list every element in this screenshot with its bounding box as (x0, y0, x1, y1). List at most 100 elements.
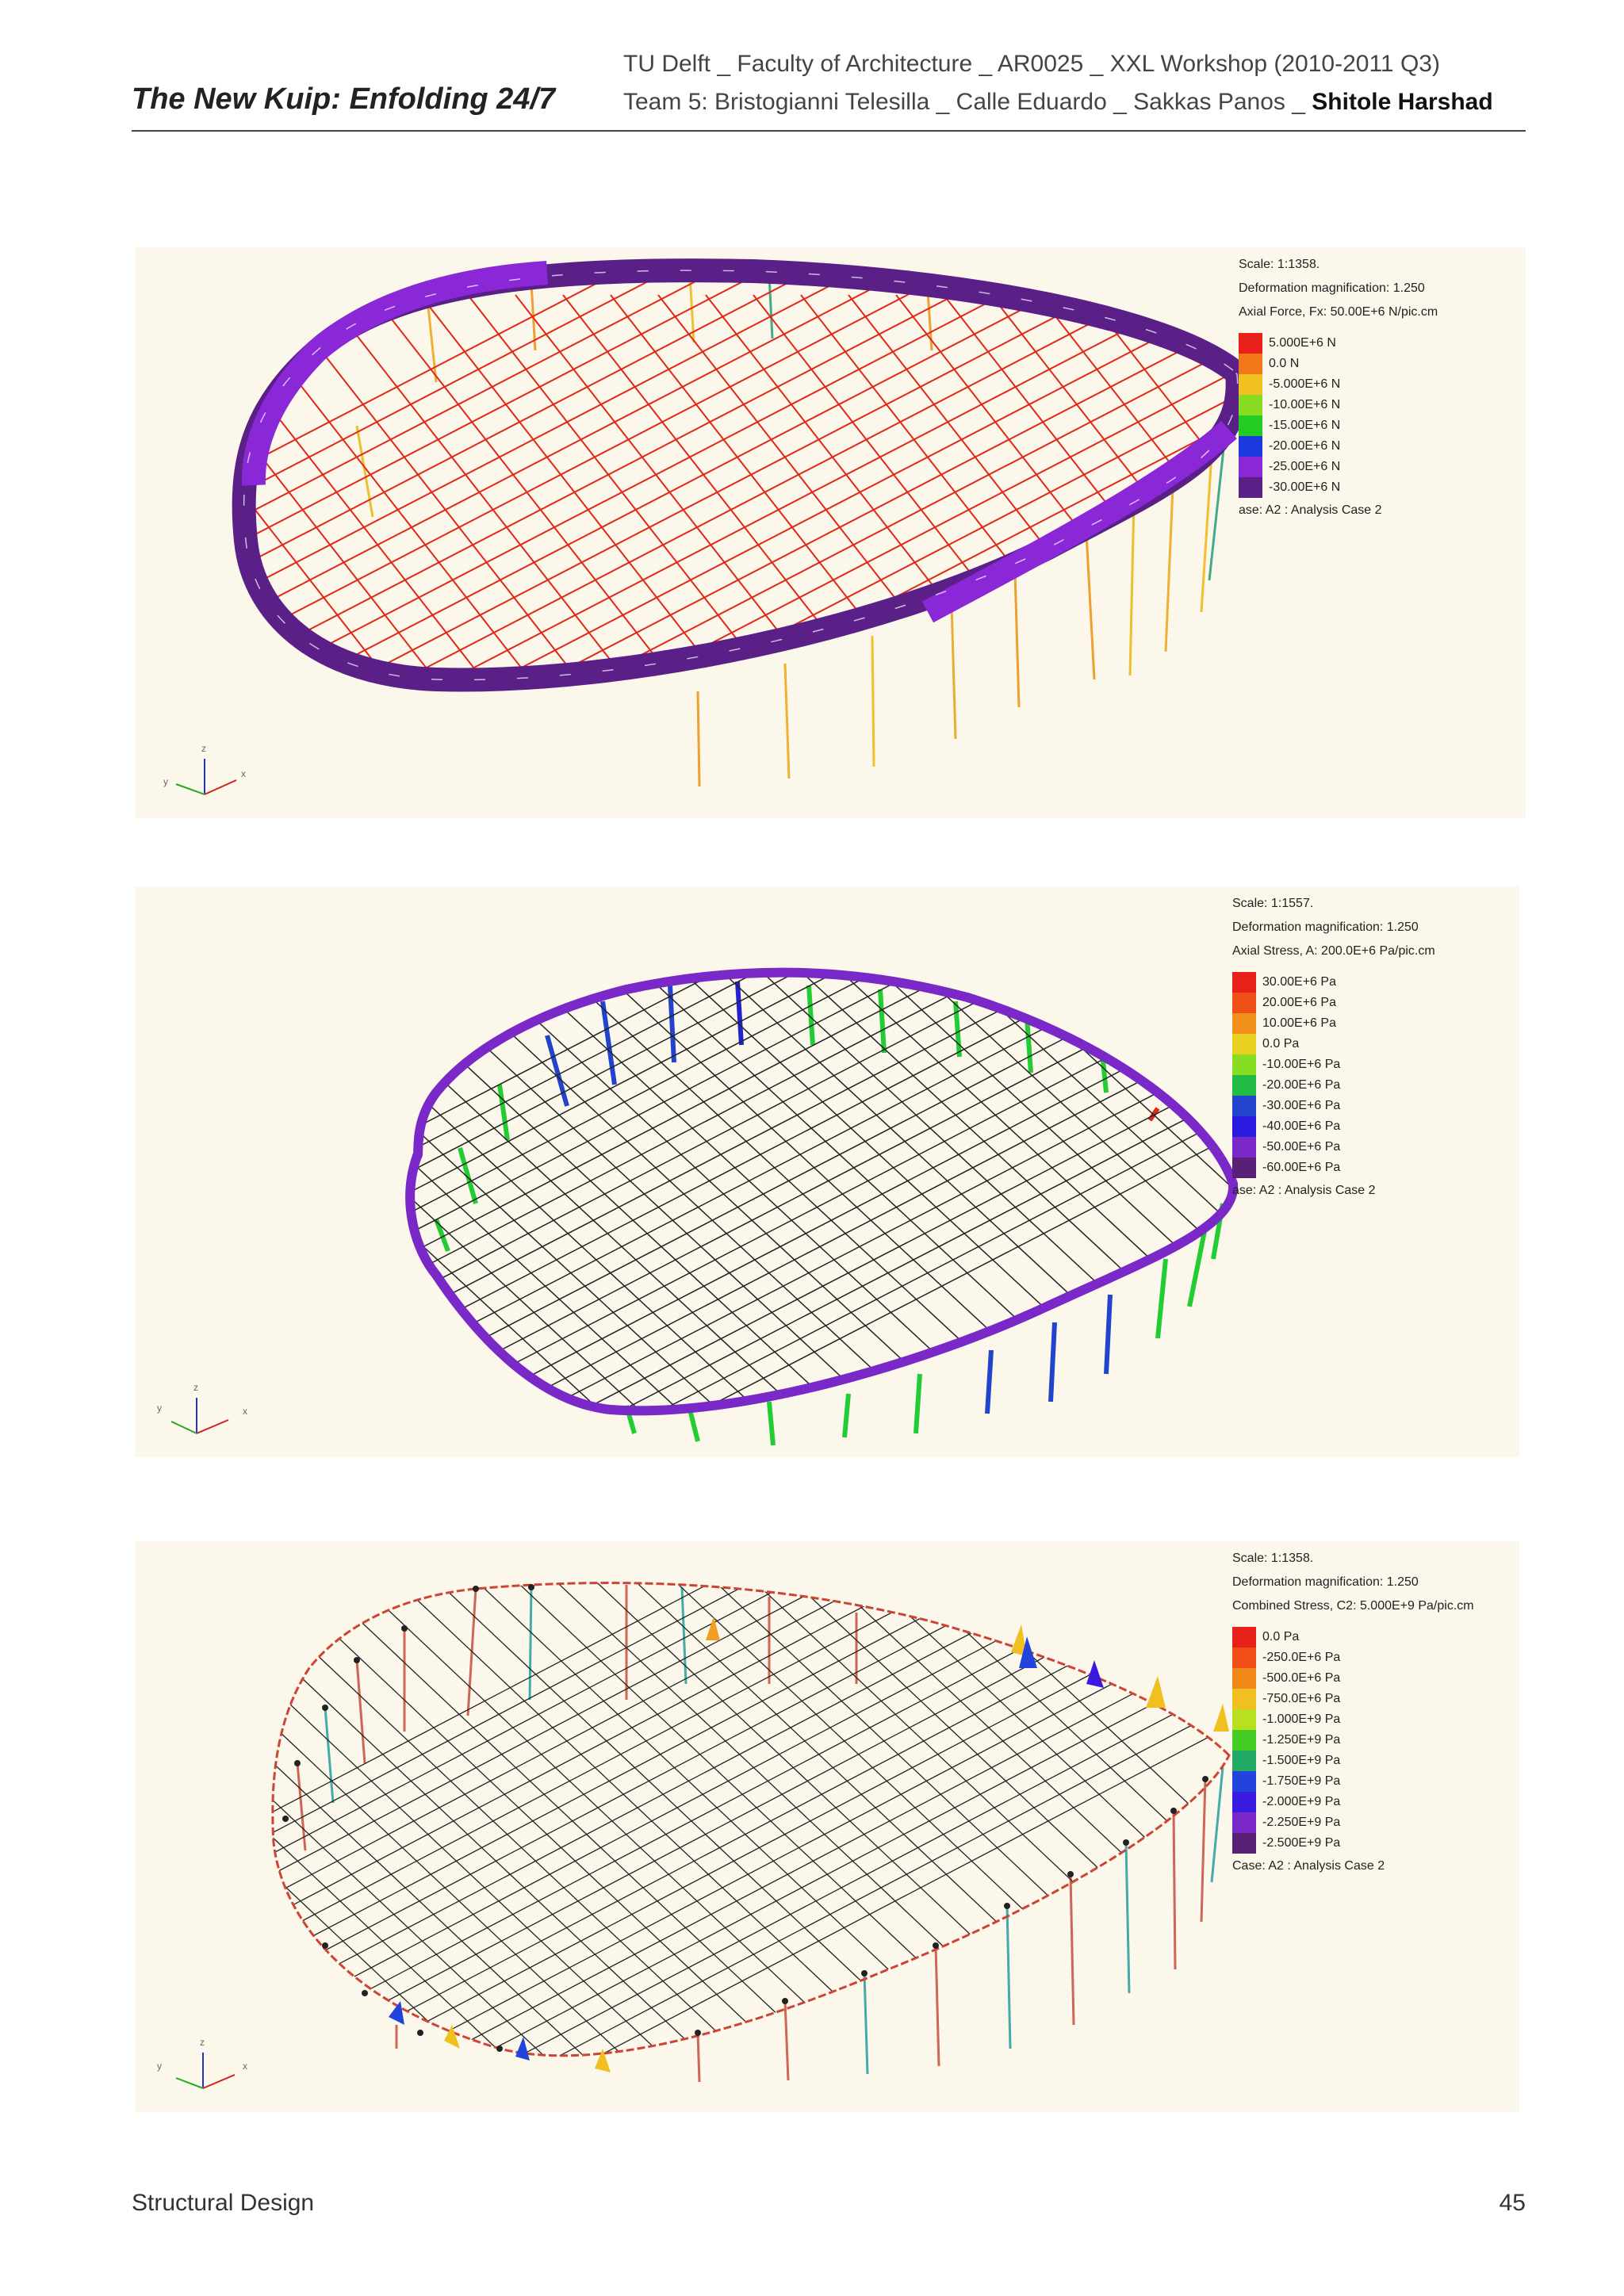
legend-axial-stress: Scale: 1:1557. Deformation magnification… (1232, 897, 1435, 1197)
legend-label: -2.500E+9 Pa (1262, 1836, 1341, 1850)
legend-swatch (1232, 1013, 1256, 1034)
node-markers (282, 1584, 1208, 2064)
legend-scale: Scale: 1:1557. (1232, 897, 1314, 910)
legend-case: Case: A2 : Analysis Case 2 (1232, 1859, 1385, 1873)
legend-entry: -10.00E+6 N (1239, 395, 1438, 415)
legend-entry: -20.00E+6 Pa (1232, 1075, 1435, 1096)
legend-swatch (1232, 1730, 1256, 1751)
legend-label: -25.00E+6 N (1269, 460, 1341, 473)
legend-label: -250.0E+6 Pa (1262, 1651, 1341, 1664)
legend-label: -40.00E+6 Pa (1262, 1119, 1341, 1133)
legend-entry: 30.00E+6 Pa (1232, 972, 1435, 993)
legend-entry: 0.0 Pa (1232, 1034, 1435, 1054)
legend-label: 30.00E+6 Pa (1262, 975, 1336, 989)
legend-swatch (1232, 1096, 1256, 1116)
legend-label: 0.0 N (1269, 357, 1300, 370)
structure-model-render: z x y (157, 1582, 1231, 2089)
legend-entry: -30.00E+6 N (1239, 477, 1438, 498)
legend-label: -20.00E+6 N (1269, 439, 1341, 453)
legend-swatch (1239, 333, 1262, 354)
legend-entry: -60.00E+6 Pa (1232, 1158, 1435, 1178)
legend-quantity: Axial Force, Fx: 50.00E+6 N/pic.cm (1239, 305, 1438, 319)
legend-label: -1.000E+9 Pa (1262, 1712, 1341, 1726)
figure-axial-stress: z x y Scale: 1:1557. Deformation magnifi… (135, 886, 1519, 1457)
legend-swatch (1232, 1116, 1256, 1137)
structure-model-render: z x y (157, 967, 1239, 1446)
legend-entry: -1.500E+9 Pa (1232, 1751, 1474, 1771)
legend-label: -15.00E+6 N (1269, 419, 1341, 432)
legend-swatch (1232, 1812, 1256, 1833)
legend-quantity: Combined Stress, C2: 5.000E+9 Pa/pic.cm (1232, 1599, 1474, 1613)
legend-entry: -750.0E+6 Pa (1232, 1689, 1474, 1709)
legend-entry: -500.0E+6 Pa (1232, 1668, 1474, 1689)
legend-axial-force: Scale: 1:1358. Deformation magnification… (1239, 258, 1438, 517)
legend-entry: -1.250E+9 Pa (1232, 1730, 1474, 1751)
axis-label-z: z (201, 743, 206, 754)
page-number: 45 (1499, 2190, 1526, 2216)
support-columns (355, 274, 1231, 787)
legend-entry: 0.0 Pa (1232, 1627, 1474, 1647)
axis-label-y: y (163, 776, 168, 787)
legend-entry: -2.500E+9 Pa (1232, 1833, 1474, 1854)
ring-beam (271, 1582, 1231, 2057)
legend-label: -30.00E+6 Pa (1262, 1099, 1341, 1112)
axis-label-y: y (157, 1402, 162, 1414)
legend-label: 20.00E+6 Pa (1262, 996, 1336, 1009)
axis-label-x: x (243, 1406, 247, 1417)
legend-deformation: Deformation magnification: 1.250 (1232, 1575, 1419, 1589)
axis-triad (170, 1398, 229, 1434)
legend-entry: -1.000E+9 Pa (1232, 1709, 1474, 1730)
legend-swatch (1232, 1668, 1256, 1689)
legend-entry: -25.00E+6 N (1239, 457, 1438, 477)
legend-scale: Scale: 1:1358. (1232, 1552, 1314, 1565)
support-columns (296, 1585, 1224, 2083)
legend-label: -750.0E+6 Pa (1262, 1692, 1341, 1705)
legend-scale: Scale: 1:1358. (1239, 258, 1320, 271)
legend-entry: -250.0E+6 Pa (1232, 1647, 1474, 1668)
legend-entry: 20.00E+6 Pa (1232, 993, 1435, 1013)
legend-swatch (1232, 1751, 1256, 1771)
legend-entry: -50.00E+6 Pa (1232, 1137, 1435, 1158)
legend-swatch (1232, 1647, 1256, 1668)
legend-entry: 0.0 N (1239, 354, 1438, 374)
legend-label: -2.250E+9 Pa (1262, 1816, 1341, 1829)
legend-swatch (1232, 1833, 1256, 1854)
legend-swatch (1239, 477, 1262, 498)
axis-label-z: z (200, 2037, 205, 2048)
legend-swatch (1232, 1075, 1256, 1096)
legend-deformation: Deformation magnification: 1.250 (1232, 920, 1419, 934)
legend-label: 0.0 Pa (1262, 1630, 1300, 1644)
legend-label: 10.00E+6 Pa (1262, 1016, 1336, 1030)
legend-entry: 5.000E+6 N (1239, 333, 1438, 354)
project-title: The New Kuip: Enfolding 24/7 (132, 82, 556, 116)
legend-combined-stress: Scale: 1:1358. Deformation magnification… (1232, 1552, 1474, 1873)
legend-label: -10.00E+6 N (1269, 398, 1341, 411)
legend-swatch (1232, 1689, 1256, 1709)
legend-entry: -2.000E+9 Pa (1232, 1792, 1474, 1812)
structure-model-render: z x y (163, 258, 1250, 795)
legend-entry: -40.00E+6 Pa (1232, 1116, 1435, 1137)
legend-label: -5.000E+6 N (1269, 377, 1341, 391)
legend-swatch (1232, 1792, 1256, 1812)
support-columns (434, 981, 1225, 1446)
legend-label: -2.000E+9 Pa (1262, 1795, 1341, 1808)
axis-label-x: x (241, 768, 246, 779)
legend-entry: -2.250E+9 Pa (1232, 1812, 1474, 1833)
legend-entry: 10.00E+6 Pa (1232, 1013, 1435, 1034)
legend-label: -10.00E+6 Pa (1262, 1058, 1341, 1071)
legend-entries: 5.000E+6 N 0.0 N -5.000E+6 N -10.00E+6 N… (1239, 333, 1438, 498)
legend-swatch (1232, 1709, 1256, 1730)
legend-entry: -15.00E+6 N (1239, 415, 1438, 436)
legend-entry: -30.00E+6 Pa (1232, 1096, 1435, 1116)
footer-section: Structural Design (132, 2190, 315, 2216)
legend-swatch (1239, 457, 1262, 477)
legend-label: 0.0 Pa (1262, 1037, 1300, 1050)
legend-label: -500.0E+6 Pa (1262, 1671, 1341, 1685)
legend-swatch (1232, 1627, 1256, 1647)
legend-entry: -10.00E+6 Pa (1232, 1054, 1435, 1075)
header-divider (132, 130, 1526, 132)
axis-label-x: x (243, 2061, 247, 2072)
legend-entry: -5.000E+6 N (1239, 374, 1438, 395)
legend-entry: -20.00E+6 N (1239, 436, 1438, 457)
team-member-highlight: Shitole Harshad (1312, 89, 1493, 115)
